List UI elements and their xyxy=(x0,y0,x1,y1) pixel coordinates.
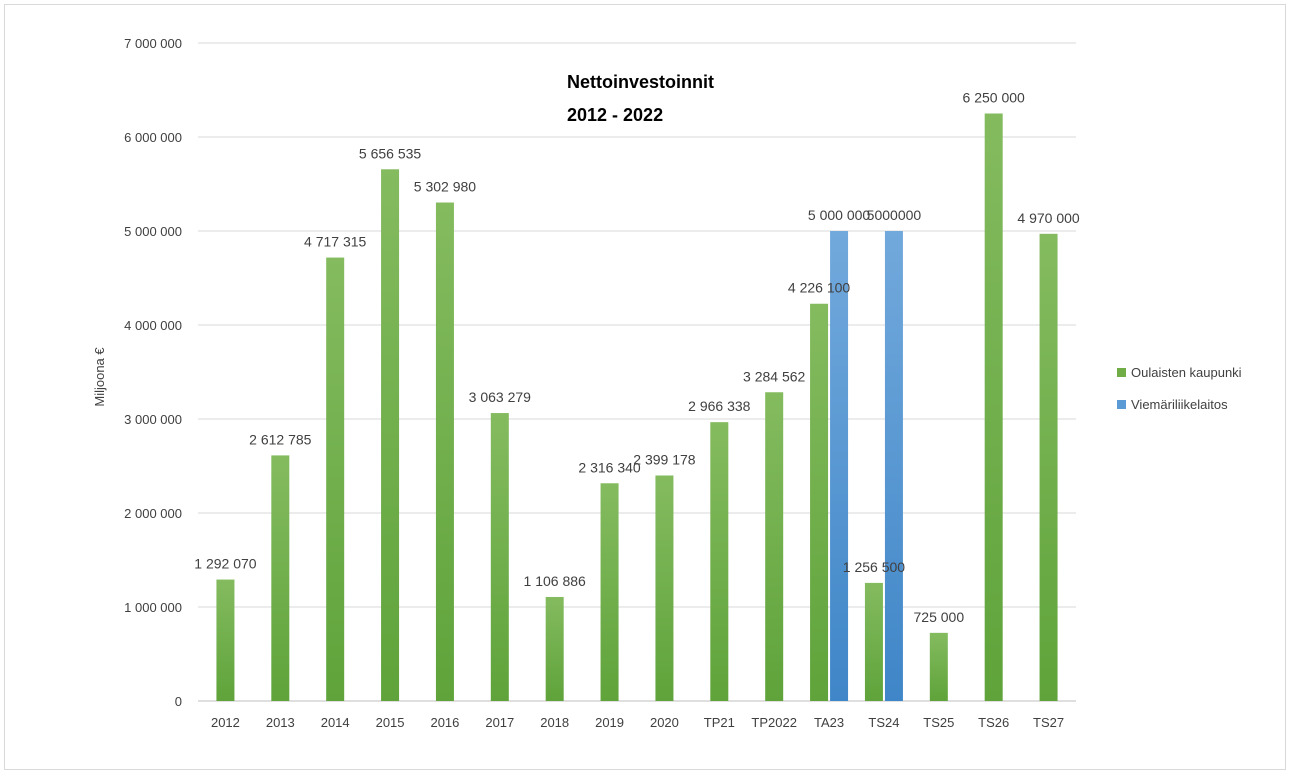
x-tick-label: 2012 xyxy=(211,715,240,730)
data-label: 5 302 980 xyxy=(414,179,476,195)
data-label: 3 063 279 xyxy=(469,389,531,405)
y-tick-label: 1 000 000 xyxy=(124,600,182,615)
x-tick-label: TS25 xyxy=(923,715,954,730)
data-label: 5000000 xyxy=(867,207,922,223)
x-tick-label: 2017 xyxy=(485,715,514,730)
data-label: 5 000 000 xyxy=(808,207,870,223)
data-label: 1 292 070 xyxy=(194,556,256,572)
x-tick-label: 2018 xyxy=(540,715,569,730)
bar-oulaisten-kaupunki xyxy=(984,113,1003,701)
bar-oulaisten-kaupunki xyxy=(381,169,400,701)
bar-oulaisten-kaupunki xyxy=(435,202,454,701)
chart-title-line-1: Nettoinvestoinnit xyxy=(567,72,714,92)
data-label: 2 399 178 xyxy=(633,451,695,467)
chart-title-line-2: 2012 - 2022 xyxy=(567,105,663,125)
x-tick-label: TP21 xyxy=(704,715,735,730)
bar-oulaisten-kaupunki xyxy=(271,455,290,701)
x-tick-label: 2016 xyxy=(430,715,459,730)
data-label: 5 656 535 xyxy=(359,145,421,161)
y-tick-label: 2 000 000 xyxy=(124,506,182,521)
y-axis-ticks: 0 1 000 000 2 000 000 3 000 000 4 000 000 5 0… xyxy=(124,36,182,709)
data-label: 725 000 xyxy=(914,609,965,625)
x-tick-label: 2014 xyxy=(321,715,350,730)
data-label: 1 106 886 xyxy=(524,573,586,589)
bar-oulaisten-kaupunki xyxy=(864,582,883,701)
data-label: 2 316 340 xyxy=(578,459,640,475)
bar-viemariliikelaitos xyxy=(884,231,903,701)
legend-swatch xyxy=(1117,368,1126,377)
y-tick-label: 7 000 000 xyxy=(124,36,182,51)
x-axis-ticks: 2012 2013 2014 2015 2016 2017 2018 2019 2020 TP21… xyxy=(211,715,1064,730)
bar-oulaisten-kaupunki xyxy=(216,579,235,701)
bar-oulaisten-kaupunki xyxy=(765,392,784,701)
data-label: 4 970 000 xyxy=(1017,210,1079,226)
x-tick-label: TP2022 xyxy=(751,715,797,730)
data-label: 4 226 100 xyxy=(788,280,850,296)
y-tick-label: 3 000 000 xyxy=(124,412,182,427)
x-tick-label: TS27 xyxy=(1033,715,1064,730)
legend-label: Oulaisten kaupunki xyxy=(1131,365,1242,380)
bar-oulaisten-kaupunki xyxy=(326,257,345,701)
legend-swatch xyxy=(1117,400,1126,409)
bar-oulaisten-kaupunki xyxy=(545,596,564,701)
data-label: 6 250 000 xyxy=(963,90,1025,106)
y-tick-label: 6 000 000 xyxy=(124,130,182,145)
y-tick-label: 4 000 000 xyxy=(124,318,182,333)
bar-oulaisten-kaupunki xyxy=(490,413,509,701)
bar-viemariliikelaitos xyxy=(830,231,849,701)
x-tick-label: 2013 xyxy=(266,715,295,730)
x-tick-label: 2020 xyxy=(650,715,679,730)
data-label: 2 966 338 xyxy=(688,398,750,414)
y-axis-label: Miljoona € xyxy=(92,347,107,407)
data-labels: 1 292 070 2 612 785 4 717 315 5 656 535 5 30… xyxy=(194,90,1080,625)
bars xyxy=(216,113,1058,701)
legend: Oulaisten kaupunki Viemäriliikelaitos xyxy=(1117,365,1242,412)
data-label: 4 717 315 xyxy=(304,234,366,250)
legend-label: Viemäriliikelaitos xyxy=(1131,397,1228,412)
x-tick-label: TA23 xyxy=(814,715,844,730)
bar-oulaisten-kaupunki xyxy=(810,303,829,701)
data-label: 3 284 562 xyxy=(743,368,805,384)
bar-oulaisten-kaupunki xyxy=(710,422,729,701)
y-tick-label: 0 xyxy=(175,694,182,709)
x-tick-label: 2019 xyxy=(595,715,624,730)
bar-oulaisten-kaupunki xyxy=(1039,233,1058,701)
bar-oulaisten-kaupunki xyxy=(600,483,619,701)
data-label: 1 256 500 xyxy=(843,559,905,575)
x-tick-label: TS26 xyxy=(978,715,1009,730)
bar-oulaisten-kaupunki xyxy=(655,475,674,701)
x-tick-label: TS24 xyxy=(868,715,899,730)
gridlines xyxy=(198,42,1076,702)
bar-oulaisten-kaupunki xyxy=(929,632,948,701)
x-tick-label: 2015 xyxy=(376,715,405,730)
data-label: 2 612 785 xyxy=(249,431,311,447)
y-tick-label: 5 000 000 xyxy=(124,224,182,239)
